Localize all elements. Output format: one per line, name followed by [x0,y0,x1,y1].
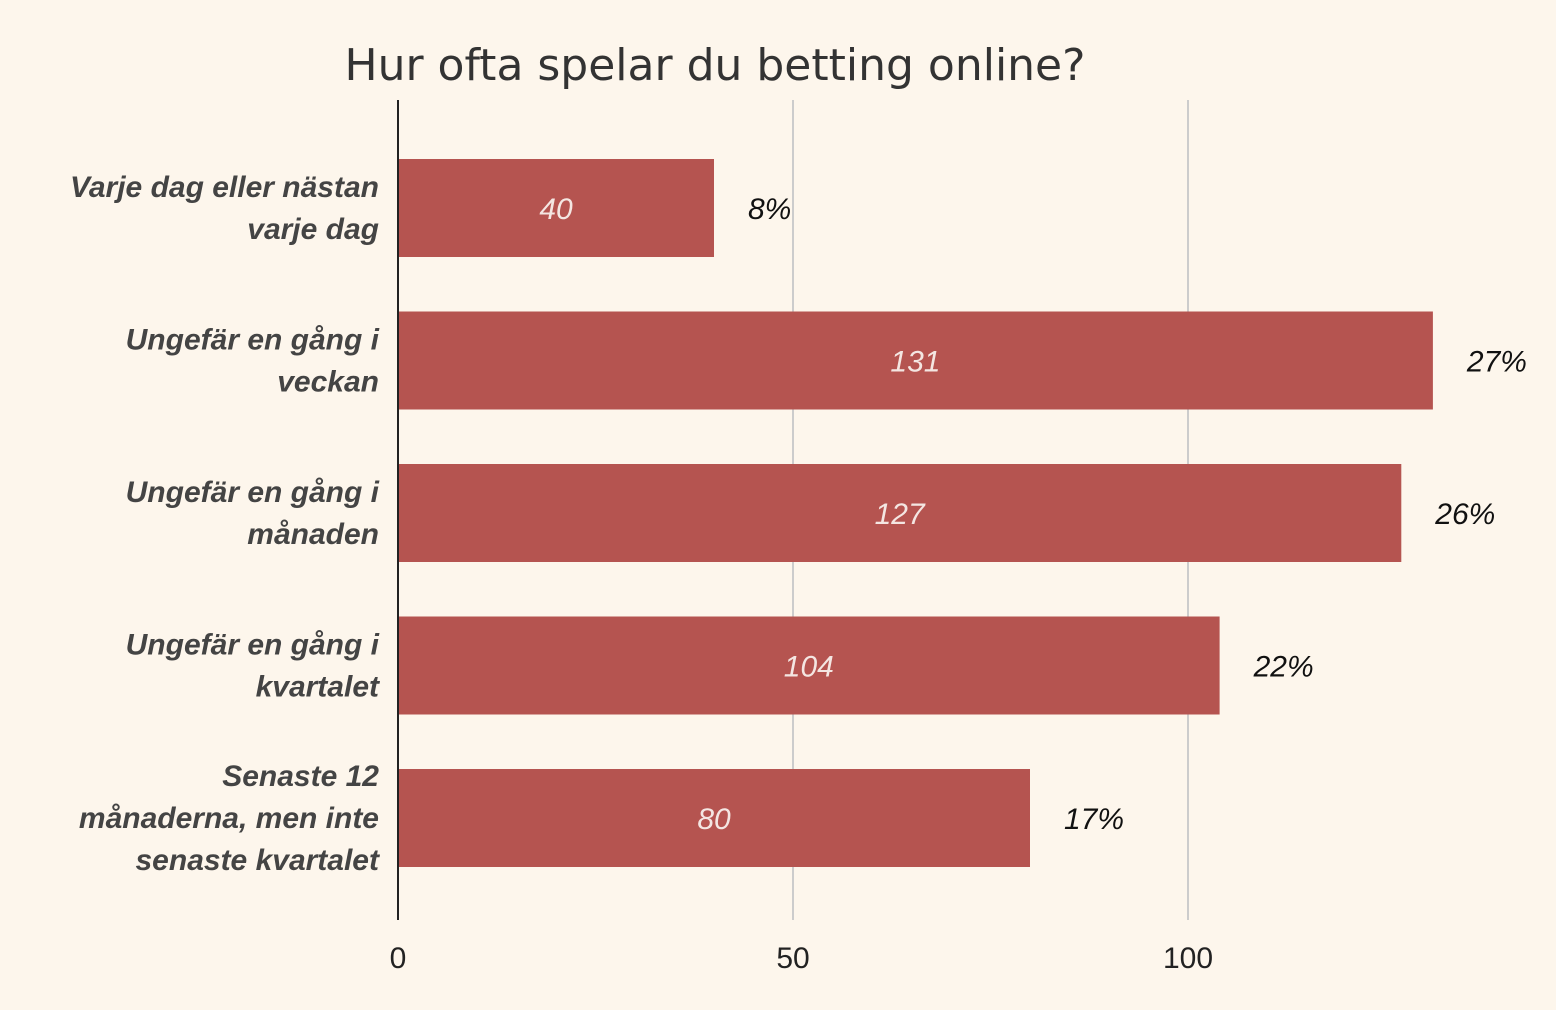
category-label: Ungefär en gång i [126,476,380,509]
category-label: veckan [277,366,379,399]
x-tick-label: 0 [390,942,407,975]
bar-value-label: 104 [784,651,834,684]
x-tick-label: 50 [776,942,809,975]
x-axis-ticks: 0 50 100 [390,942,1213,975]
category-label: senaste kvartalet [136,844,381,877]
category-label: varje dag [247,213,379,246]
bar-value-label: 40 [539,193,573,226]
category-label: månaderna, men inte [79,802,379,835]
bar [398,769,1030,867]
bar-percent-label: 17% [1064,803,1124,836]
category-label: Ungefär en gång i [126,324,380,357]
bar-percent-label: 8% [748,193,791,226]
category-label: Ungefär en gång i [126,629,380,662]
category-labels: Varje dag eller nästan varje dag Ungefär e… [70,171,381,877]
bar-value-label: 80 [697,803,731,836]
category-label: Varje dag eller nästan [70,171,379,204]
chart-title: Hur ofta spelar du betting online? [345,40,1086,91]
x-tick-label: 100 [1163,942,1213,975]
bar-percent-label: 26% [1434,498,1495,531]
bar-percent-label: 27% [1466,346,1527,379]
category-label: månaden [247,518,379,551]
bar-percent-label: 22% [1253,651,1314,684]
bar [398,616,1220,715]
bar [398,464,1402,562]
bars: 40 8% 131 27% 127 26% 104 22% 80 17% [398,159,1527,867]
bar [398,311,1433,410]
category-label: Senaste 12 [222,760,379,793]
bar-value-label: 127 [875,498,926,531]
bar [398,159,714,257]
bar-value-label: 131 [890,346,940,379]
category-label: kvartalet [256,671,381,704]
